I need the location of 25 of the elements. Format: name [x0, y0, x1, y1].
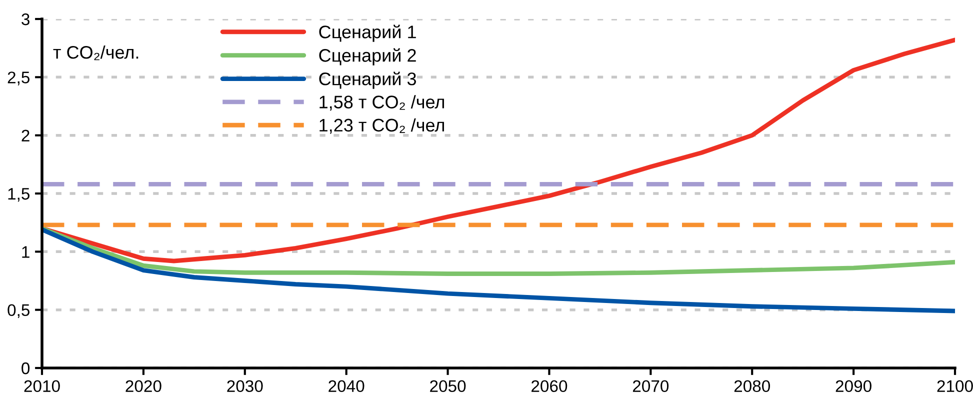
legend-label: 1,23 т CO₂ /чел [320, 118, 444, 134]
line-series [42, 227, 955, 314]
y-tick-label: 1,5 [8, 188, 30, 202]
y-axis-title: т CO₂/чел. [53, 45, 138, 60]
legend-label: 1,58 т CO₂ /чел [320, 95, 444, 111]
x-tick-label: 2060 [532, 380, 568, 392]
y-tick-label: 2 [22, 130, 30, 142]
x-tick-label: 2010 [24, 380, 60, 392]
legend-label: Сценарий 1 [319, 24, 416, 42]
x-tick-label: 2020 [126, 380, 162, 392]
x-tick-label: 2040 [328, 380, 364, 392]
y-tick-label: 0 [22, 362, 30, 374]
x-tick-label: 2070 [632, 380, 669, 392]
x-tick-label: 2050 [430, 380, 466, 392]
y-tick-label: 1 [22, 246, 30, 258]
legend-label: Сценарий 2 [319, 48, 416, 66]
x-tick-label: 2080 [734, 380, 770, 392]
y-tick-label: 2,5 [8, 72, 30, 86]
legend-label: Сценарий 3 [319, 72, 416, 89]
line-series [42, 226, 955, 276]
y-tick-label: 0,5 [8, 304, 30, 318]
x-tick-label: 2100 [937, 380, 973, 392]
x-tick-label: 2030 [227, 380, 263, 392]
y-tick-label: 3 [22, 13, 30, 26]
x-tick-label: 2090 [836, 380, 872, 392]
